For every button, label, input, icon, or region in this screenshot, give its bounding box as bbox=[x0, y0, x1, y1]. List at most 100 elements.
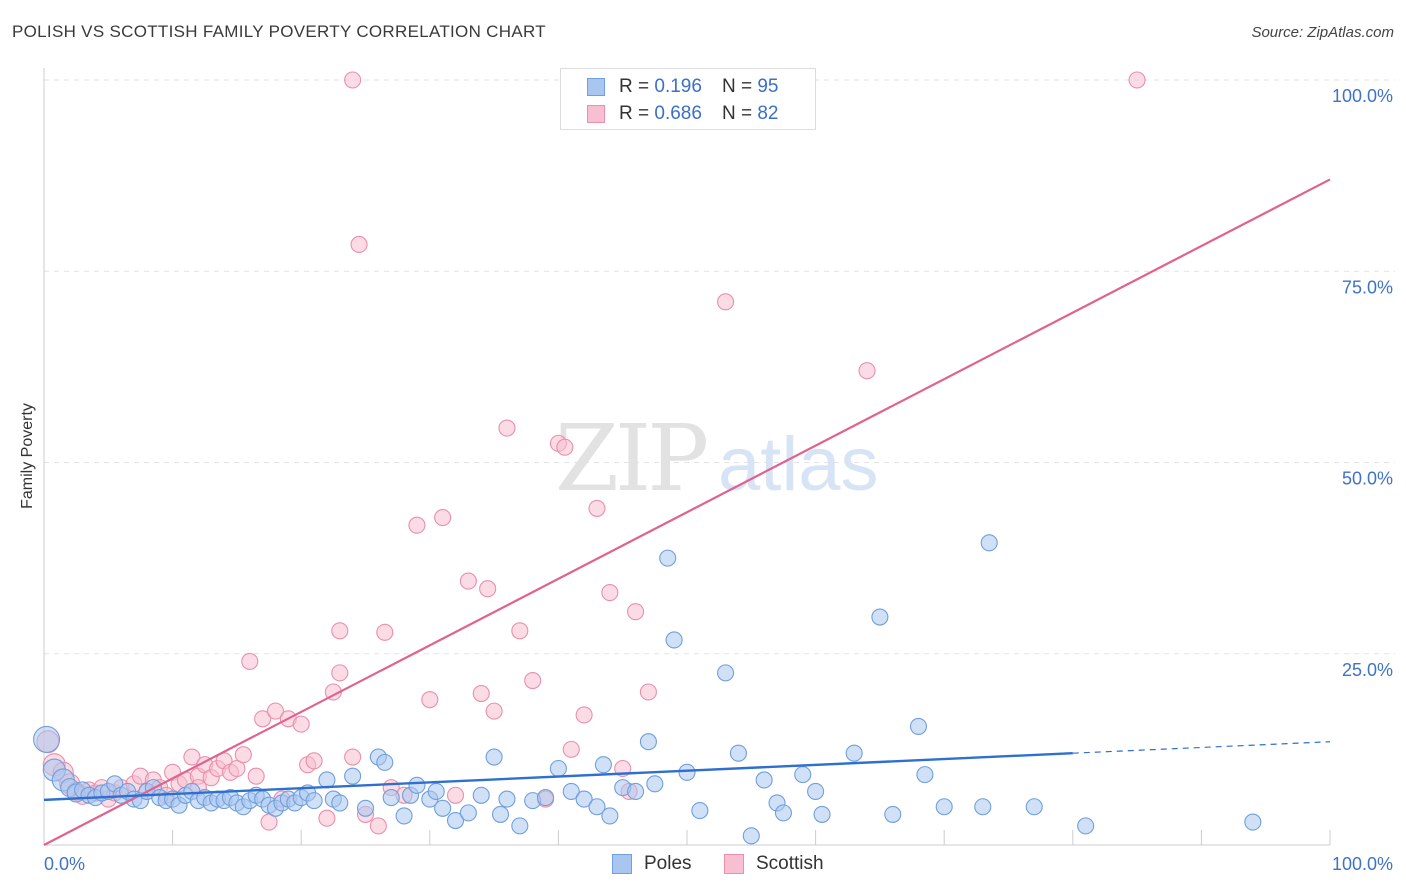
poles-point bbox=[446, 811, 465, 830]
legend-row-poles: R = 0.196 N = 95 bbox=[587, 75, 778, 99]
x-tick-label: 0.0% bbox=[44, 854, 85, 874]
trend-lines bbox=[43, 178, 1331, 846]
scottish-point bbox=[369, 817, 387, 835]
watermark: ZIP atlas bbox=[555, 405, 879, 512]
bottom-swatch-scottish bbox=[724, 854, 744, 874]
y-tick-label: 25.0% bbox=[1342, 660, 1393, 680]
poles-point bbox=[909, 717, 928, 735]
bottom-swatch-poles bbox=[612, 854, 632, 874]
poles-trend-extension bbox=[1072, 741, 1331, 754]
scottish-point bbox=[556, 438, 574, 456]
scottish-point bbox=[485, 702, 503, 720]
scottish-point bbox=[260, 813, 278, 831]
watermark-zip: ZIP bbox=[555, 405, 706, 512]
axes bbox=[43, 68, 1331, 846]
scottish-point bbox=[446, 786, 465, 804]
scottish-trend-line bbox=[43, 178, 1331, 846]
poles-point bbox=[639, 733, 657, 751]
scottish-point bbox=[344, 71, 362, 89]
poles-point bbox=[408, 776, 426, 794]
legend-row-scottish: R = 0.686 N = 82 bbox=[587, 102, 778, 126]
poles-point bbox=[575, 790, 593, 808]
scottish-point bbox=[511, 622, 529, 640]
scottish-point bbox=[254, 710, 272, 728]
poles-point bbox=[646, 775, 664, 793]
poles-point bbox=[356, 799, 375, 817]
scottish-point bbox=[241, 652, 259, 670]
legend-swatch-poles bbox=[587, 78, 605, 96]
scottish-point bbox=[266, 702, 285, 720]
scottish-point bbox=[588, 499, 606, 517]
scottish-point bbox=[408, 516, 426, 534]
poles-point bbox=[594, 756, 612, 774]
scottish-point bbox=[1128, 71, 1146, 89]
y-tick-label: 50.0% bbox=[1342, 469, 1393, 489]
scottish-point bbox=[498, 419, 516, 437]
poles-point bbox=[472, 786, 490, 804]
poles-point bbox=[717, 664, 735, 682]
legend-r-label: R = bbox=[619, 103, 650, 124]
legend-n-label: N = bbox=[721, 103, 753, 124]
legend-n-label: N = bbox=[721, 76, 753, 97]
poles-point bbox=[549, 759, 567, 778]
legend-n-value: 95 bbox=[757, 76, 779, 97]
poles-point bbox=[331, 794, 349, 812]
poles-point bbox=[305, 792, 323, 810]
poles-point bbox=[871, 608, 889, 626]
poles-point bbox=[427, 782, 445, 801]
bottom-legend-scottish: Scottish bbox=[724, 852, 824, 876]
chart-title: POLISH VS SCOTTISH FAMILY POVERTY CORREL… bbox=[12, 22, 546, 41]
scottish-point bbox=[575, 706, 593, 724]
legend-r-value: 0.196 bbox=[654, 76, 702, 97]
scottish-point bbox=[350, 235, 368, 254]
x-tick-label: 100.0% bbox=[1332, 854, 1393, 874]
poles-point bbox=[562, 782, 580, 801]
scottish-point bbox=[228, 759, 246, 778]
bottom-label-poles: Poles bbox=[644, 853, 692, 874]
legend-r-value: 0.686 bbox=[654, 103, 702, 124]
scottish-point bbox=[183, 748, 201, 766]
poles-point bbox=[794, 766, 812, 784]
poles-point bbox=[974, 798, 992, 816]
poles-point bbox=[813, 805, 831, 823]
scottish-point bbox=[376, 623, 394, 641]
poles-point bbox=[729, 744, 747, 762]
legend-r-label: R = bbox=[619, 76, 650, 97]
grid-lines bbox=[44, 79, 1395, 655]
scottish-point bbox=[292, 715, 310, 733]
poles-point bbox=[807, 782, 825, 801]
scottish-point bbox=[627, 603, 645, 621]
watermark-atlas: atlas bbox=[718, 422, 879, 507]
scottish-point bbox=[639, 683, 657, 701]
scottish-point bbox=[434, 509, 452, 527]
poles-point bbox=[318, 771, 336, 789]
poles-point bbox=[755, 771, 773, 789]
poles-point bbox=[884, 805, 902, 823]
poles-point bbox=[845, 744, 863, 762]
poles-point bbox=[498, 790, 516, 808]
poles-point bbox=[916, 766, 934, 784]
scottish-point bbox=[247, 767, 265, 785]
poles-point bbox=[691, 802, 709, 820]
scottish-point bbox=[858, 362, 876, 380]
poles-point bbox=[344, 767, 362, 785]
poles-point bbox=[395, 807, 413, 825]
poles-point bbox=[1244, 813, 1262, 831]
poles-point bbox=[980, 534, 998, 552]
poles-point bbox=[659, 549, 677, 567]
legend-n-value: 82 bbox=[757, 103, 779, 124]
poles-point bbox=[485, 748, 503, 766]
stats-legend: R = 0.196 N = 95 R = 0.686 N = 82 bbox=[560, 68, 816, 130]
poles-point bbox=[665, 631, 683, 649]
scottish-point bbox=[344, 748, 362, 766]
y-tick-label: 100.0% bbox=[1332, 86, 1393, 106]
scottish-point bbox=[562, 740, 580, 758]
scottish-point bbox=[717, 293, 735, 311]
poles-point bbox=[33, 725, 61, 753]
tick-labels: 25.0% 50.0% 75.0% 100.0% 0.0% 100.0% bbox=[44, 86, 1393, 874]
poles-point bbox=[774, 804, 793, 822]
scottish-point bbox=[472, 684, 490, 703]
scottish-point bbox=[305, 752, 323, 770]
scottish-point bbox=[524, 671, 542, 690]
